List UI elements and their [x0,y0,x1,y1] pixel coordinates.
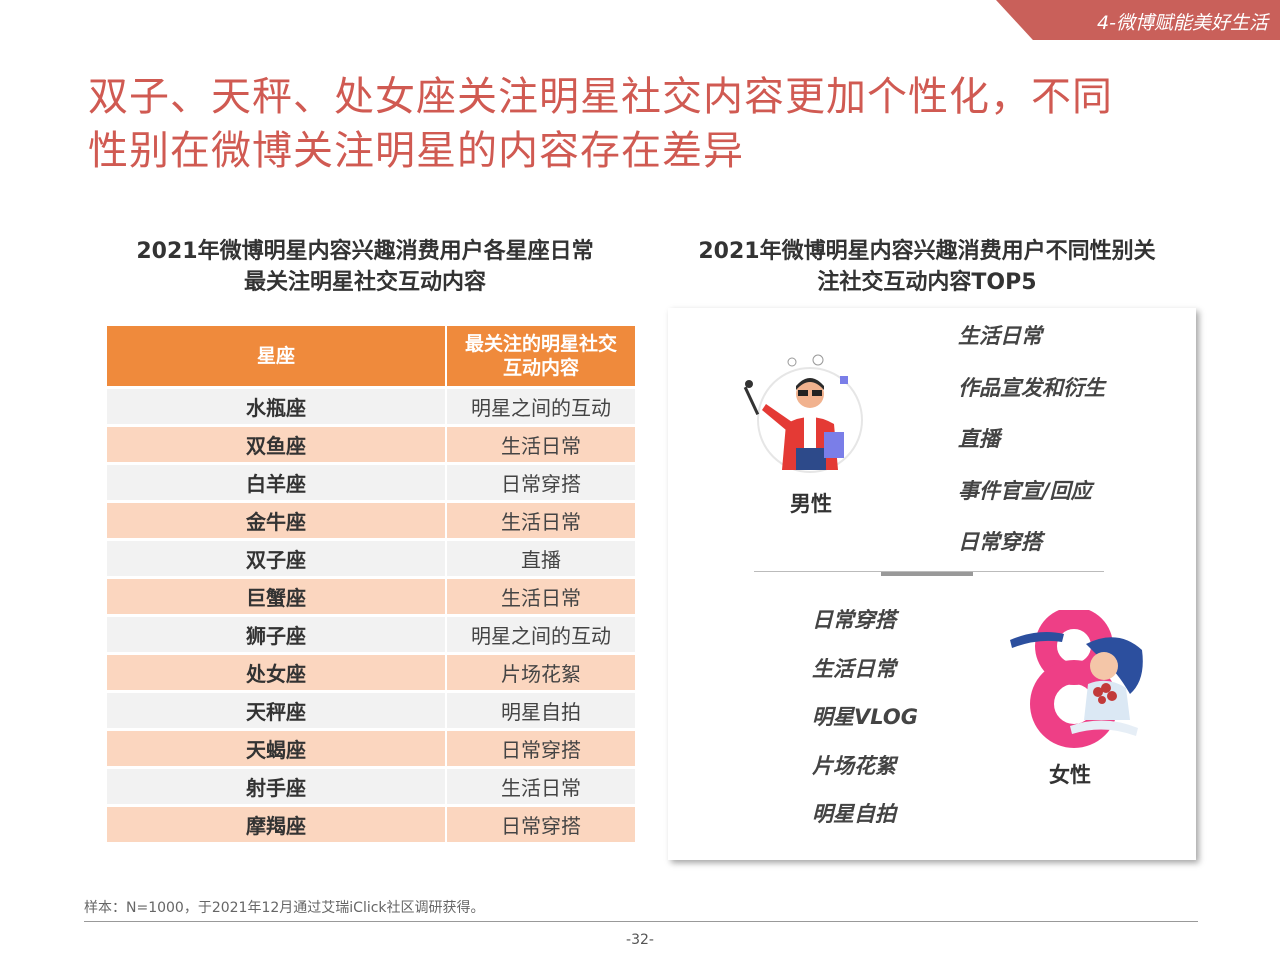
male-interest-item: 生活日常 [958,324,1042,348]
zodiac-sign-cell: 狮子座 [107,617,447,652]
table-row: 双鱼座 生活日常 [107,427,635,462]
table-row: 射手座 生活日常 [107,769,635,804]
gender-chart-title-line1: 2021年微博明星内容兴趣消费用户不同性别关 [698,239,1156,264]
table-row: 巨蟹座 生活日常 [107,579,635,614]
zodiac-table-title-line2: 最关注明星社交互动内容 [243,270,486,295]
table-row: 处女座 片场花絮 [107,655,635,690]
table-row: 双子座 直播 [107,541,635,576]
female-label: 女性 [1049,763,1091,787]
female-interest-item: 明星自拍 [812,802,896,826]
content-cell: 生活日常 [447,427,635,462]
content-cell: 生活日常 [447,503,635,538]
woman-with-flowers-icon [1010,610,1143,748]
male-interest-item: 事件官宣/回应 [958,478,1092,503]
content-cell: 生活日常 [447,769,635,804]
gender-panel: 男性 生活日常 作品宣发和衍生 直播 事件官宣/回应 日常穿搭 日常穿搭 生活日常 明星VL… [668,308,1196,860]
zodiac-sign-cell: 双子座 [107,541,447,576]
female-interest-item: 明星VLOG [812,705,918,729]
male-interest-item: 作品宣发和衍生 [958,375,1105,400]
content-cell: 明星之间的互动 [447,617,635,652]
zodiac-table-body: 水瓶座 明星之间的互动 双鱼座 生活日常 白羊座 日常穿搭 金牛座 生活日常 双子座 直播 巨蟹座生… [107,389,635,842]
table-row: 金牛座 生活日常 [107,503,635,538]
footer-rule [84,921,1198,922]
content-cell: 日常穿搭 [447,807,635,842]
zodiac-table: 星座 最关注的明星社交互动内容 水瓶座 明星之间的互动 双鱼座 生活日常 白羊座 日常穿搭… [107,323,635,845]
zodiac-sign-cell: 射手座 [107,769,447,804]
header-sign: 星座 [107,326,447,386]
zodiac-table-title: 2021年微博明星内容兴趣消费用户各星座日常 最关注明星社交互动内容 [100,236,630,298]
male-interest-item: 日常穿搭 [958,530,1042,554]
page-title: 双子、天秤、处女座关注明星社交内容更加个性化，不同 性别在微博关注明星的内容存在… [88,70,1188,178]
table-row: 天蝎座 日常穿搭 [107,731,635,766]
table-header-row: 星座 最关注的明星社交互动内容 [107,326,635,386]
zodiac-sign-cell: 白羊座 [107,465,447,500]
content-cell: 明星自拍 [447,693,635,728]
table-row: 水瓶座 明星之间的互动 [107,389,635,424]
gender-chart-title: 2021年微博明星内容兴趣消费用户不同性别关 注社交互动内容TOP5 [662,236,1192,298]
table-row: 摩羯座 日常穿搭 [107,807,635,842]
male-interest-item: 直播 [958,427,1000,451]
zodiac-sign-cell: 处女座 [107,655,447,690]
content-cell: 日常穿搭 [447,731,635,766]
section-tag-label: 4-微博赋能美好生活 [1097,12,1268,34]
page-title-line2: 性别在微博关注明星的内容存在差异 [88,128,744,174]
content-cell: 片场花絮 [447,655,635,690]
zodiac-sign-cell: 金牛座 [107,503,447,538]
section-tag: 4-微博赋能美好生活 [996,0,1280,40]
zodiac-sign-cell: 双鱼座 [107,427,447,462]
table-row: 白羊座 日常穿搭 [107,465,635,500]
zodiac-sign-cell: 水瓶座 [107,389,447,424]
content-cell: 直播 [447,541,635,576]
male-top5-list: 生活日常作品宣发和衍生 直播事件官宣/回应 日常穿搭 [958,320,1105,578]
zodiac-sign-cell: 天蝎座 [107,731,447,766]
content-cell: 日常穿搭 [447,465,635,500]
female-interest-item: 生活日常 [812,656,896,681]
female-interest-item: 片场花絮 [812,753,896,778]
section-divider-accent [881,572,973,576]
page-number: -32- [626,932,654,948]
zodiac-sign-cell: 天秤座 [107,693,447,728]
section-divider [754,571,1104,572]
zodiac-sign-cell: 巨蟹座 [107,579,447,614]
header-content: 最关注的明星社交互动内容 [447,326,635,386]
footnote: 样本：N=1000，于2021年12月通过艾瑞iClick社区调研获得。 [84,900,485,916]
male-label: 男性 [790,492,832,516]
table-row: 狮子座 明星之间的互动 [107,617,635,652]
female-interest-item: 日常穿搭 [812,608,896,632]
content-cell: 生活日常 [447,579,635,614]
gender-chart-title-line2: 注社交互动内容TOP5 [817,270,1037,295]
content-cell: 明星之间的互动 [447,389,635,424]
table-row: 天秤座 明星自拍 [107,693,635,728]
man-presenter-icon [743,354,863,473]
zodiac-sign-cell: 摩羯座 [107,807,447,842]
female-top5-list: 日常穿搭生活日常明星VLOG 片场花絮明星自拍 [812,604,918,847]
page-title-line1: 双子、天秤、处女座关注明星社交内容更加个性化，不同 [88,74,1113,120]
zodiac-table-title-line1: 2021年微博明星内容兴趣消费用户各星座日常 [136,239,594,264]
